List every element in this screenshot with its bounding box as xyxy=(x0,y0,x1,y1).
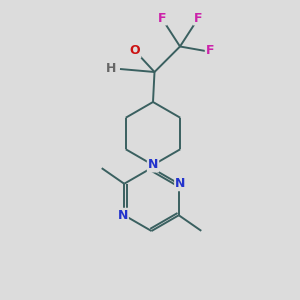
Text: N: N xyxy=(118,209,128,222)
Text: F: F xyxy=(158,11,166,25)
Text: N: N xyxy=(148,158,158,172)
Text: H: H xyxy=(106,62,116,76)
Text: N: N xyxy=(175,177,185,190)
Text: F: F xyxy=(194,11,202,25)
Text: F: F xyxy=(206,44,214,58)
Text: O: O xyxy=(130,44,140,58)
